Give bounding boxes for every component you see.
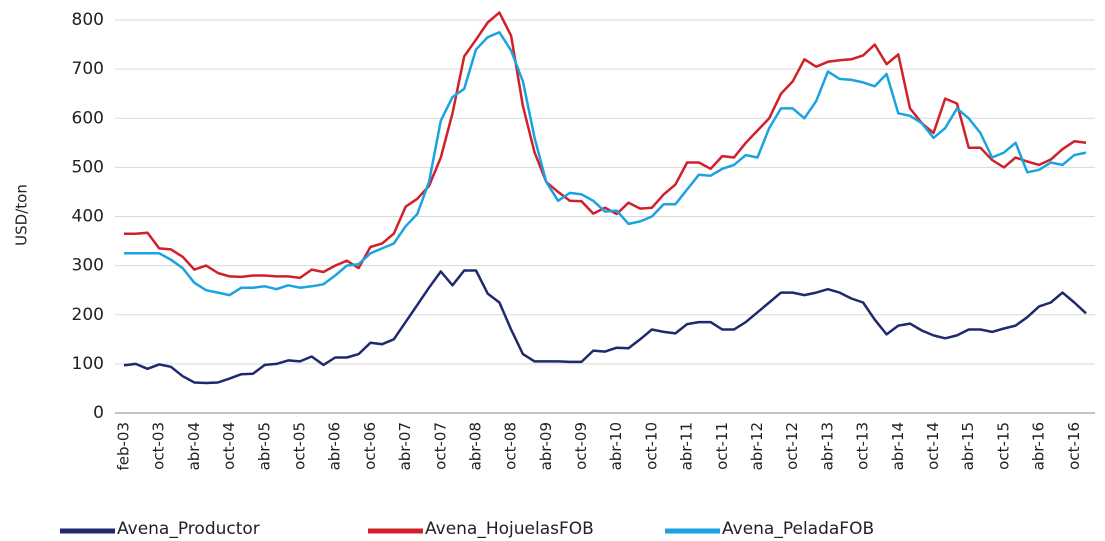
x-tick-label: abr-07 <box>396 422 414 470</box>
x-tick-label: abr-09 <box>537 422 555 470</box>
x-tick-label: abr-06 <box>326 422 344 470</box>
y-tick-label: 400 <box>72 207 104 227</box>
x-tick-label: oct-12 <box>783 422 801 470</box>
y-tick-label: 0 <box>93 403 104 423</box>
x-tick-label: feb-03 <box>115 422 133 471</box>
y-tick-label: 300 <box>72 256 104 276</box>
y-tick-label: 100 <box>72 354 104 374</box>
x-tick-label: oct-15 <box>994 422 1012 470</box>
x-tick-label: oct-14 <box>924 422 942 470</box>
x-tick-label: oct-06 <box>361 422 379 470</box>
x-tick-label: abr-14 <box>889 422 907 470</box>
x-tick-label: oct-09 <box>572 422 590 470</box>
x-tick-label: abr-08 <box>466 422 484 470</box>
x-tick-label: abr-16 <box>1030 422 1048 470</box>
x-tick-label: abr-10 <box>607 422 625 470</box>
legend-label: Avena_Productor <box>117 519 260 539</box>
y-axis-label: USD/ton <box>13 184 31 246</box>
y-tick-label: 600 <box>72 108 104 128</box>
x-tick-label: oct-11 <box>713 422 731 470</box>
series-line <box>124 31 1087 297</box>
y-tick-label: 500 <box>72 157 104 177</box>
x-tick-label: abr-12 <box>748 422 766 470</box>
x-tick-label: oct-10 <box>642 422 660 470</box>
x-tick-label: oct-03 <box>150 422 168 470</box>
x-tick-label: oct-16 <box>1065 422 1083 470</box>
x-tick-label: oct-07 <box>431 422 449 470</box>
x-tick-label: oct-08 <box>502 422 520 470</box>
series-line <box>124 11 1087 280</box>
x-tick-label: oct-04 <box>220 422 238 470</box>
y-tick-label: 700 <box>72 59 104 79</box>
y-tick-label: 200 <box>72 305 104 325</box>
x-tick-label: abr-05 <box>255 422 273 470</box>
x-tick-label: abr-13 <box>818 422 836 470</box>
y-tick-label: 800 <box>72 10 104 30</box>
legend-label: Avena_HojuelasFOB <box>425 519 594 539</box>
x-tick-label: abr-04 <box>185 422 203 470</box>
x-tick-label: oct-05 <box>290 422 308 470</box>
series-line <box>123 269 1087 385</box>
x-tick-label: oct-13 <box>854 422 872 470</box>
legend-label: Avena_PeladaFOB <box>722 519 874 539</box>
x-tick-label: abr-11 <box>678 422 696 470</box>
x-tick-label: abr-15 <box>959 422 977 470</box>
